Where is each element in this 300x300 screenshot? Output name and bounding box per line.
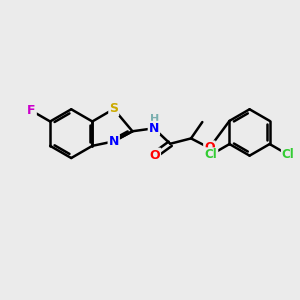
Text: F: F	[27, 104, 36, 117]
Text: H: H	[150, 114, 159, 124]
Text: O: O	[204, 141, 215, 154]
Text: S: S	[109, 103, 118, 116]
Text: Cl: Cl	[282, 148, 295, 161]
Text: Cl: Cl	[205, 148, 217, 161]
Text: N: N	[149, 122, 159, 135]
Text: N: N	[109, 135, 119, 148]
Text: O: O	[149, 148, 160, 162]
